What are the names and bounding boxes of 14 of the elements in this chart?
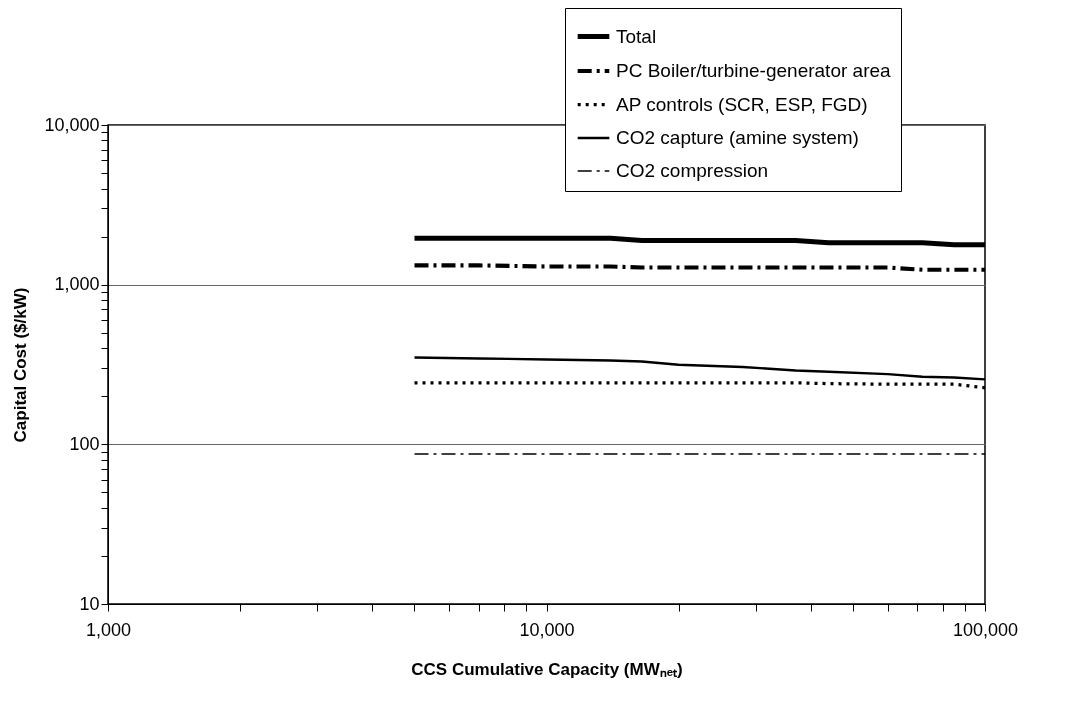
- y-axis-title: Capital Cost ($/kW): [11, 287, 31, 443]
- x-tick-label: 10,000: [519, 619, 575, 640]
- x-tick-label: 100,000: [952, 619, 1019, 640]
- y-tick-label: 10,000: [44, 114, 100, 135]
- legend-label: AP controls (SCR, ESP, FGD): [616, 93, 868, 115]
- x-axis-title: CCS Cumulative Capacity (MWₙₑₜ): [411, 659, 683, 679]
- legend-label: PC Boiler/turbine-generator area: [616, 60, 892, 81]
- legend-label: CO2 compression: [616, 160, 769, 181]
- legend-label: Total: [616, 25, 657, 47]
- legend-label: CO2 capture (amine system): [616, 127, 859, 148]
- y-tick-label: 100: [69, 433, 100, 454]
- y-tick-label: 1,000: [54, 274, 100, 295]
- x-tick-label: 1,000: [85, 619, 132, 640]
- y-tick-label: 10: [79, 593, 100, 614]
